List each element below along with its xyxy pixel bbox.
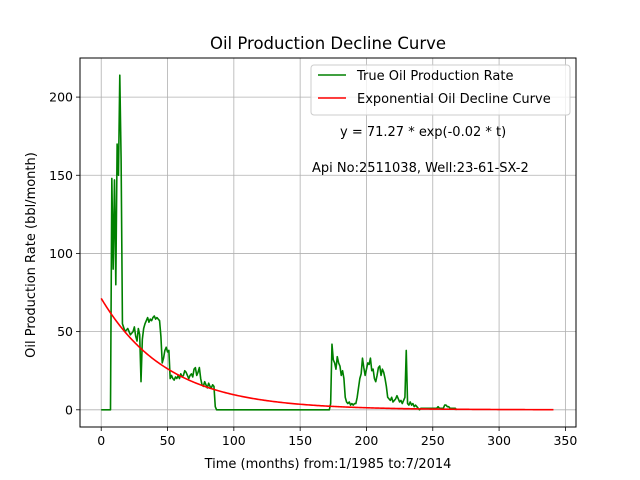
y-tick-label: 0 <box>65 402 73 417</box>
y-tick-label: 50 <box>57 324 73 339</box>
series-true-production-line <box>101 74 458 411</box>
x-axis-label: Time (months) from:1/1985 to:7/2014 <box>204 457 452 472</box>
y-tick-label: 150 <box>49 168 73 183</box>
series-exponential-decline-line <box>100 297 554 411</box>
grid-lines <box>80 58 576 427</box>
plot-area-frame <box>79 57 577 428</box>
x-tick-label: 100 <box>222 433 246 448</box>
y-tick-label: 100 <box>49 246 73 261</box>
x-tick-label: 250 <box>421 433 445 448</box>
x-tick-label: 350 <box>553 433 577 448</box>
x-tick-label: 200 <box>355 433 379 448</box>
y-axis-label: Oil Production Rate (bbl/month) <box>24 152 39 358</box>
chart-title: Oil Production Decline Curve <box>210 34 446 53</box>
equation-annotation: y = 71.27 * exp(-0.02 * t) <box>340 125 506 140</box>
x-axis-ticks: 0 50 100 150 200 250 300 350 <box>97 427 577 448</box>
legend: True Oil Production Rate Exponential Oil… <box>310 64 571 116</box>
series-layer <box>100 74 554 411</box>
y-tick-label: 200 <box>49 90 73 105</box>
legend-label-true-production: True Oil Production Rate <box>356 69 513 84</box>
x-tick-label: 300 <box>487 433 511 448</box>
y-axis-ticks: 0 50 100 150 200 <box>49 90 80 417</box>
x-tick-label: 150 <box>288 433 312 448</box>
x-tick-label: 50 <box>160 433 176 448</box>
well-id-annotation: Api No:2511038, Well:23-61-SX-2 <box>312 161 529 176</box>
legend-label-exponential-decline: Exponential Oil Decline Curve <box>357 92 551 107</box>
x-tick-label: 0 <box>97 433 105 448</box>
legend-box <box>310 64 571 116</box>
